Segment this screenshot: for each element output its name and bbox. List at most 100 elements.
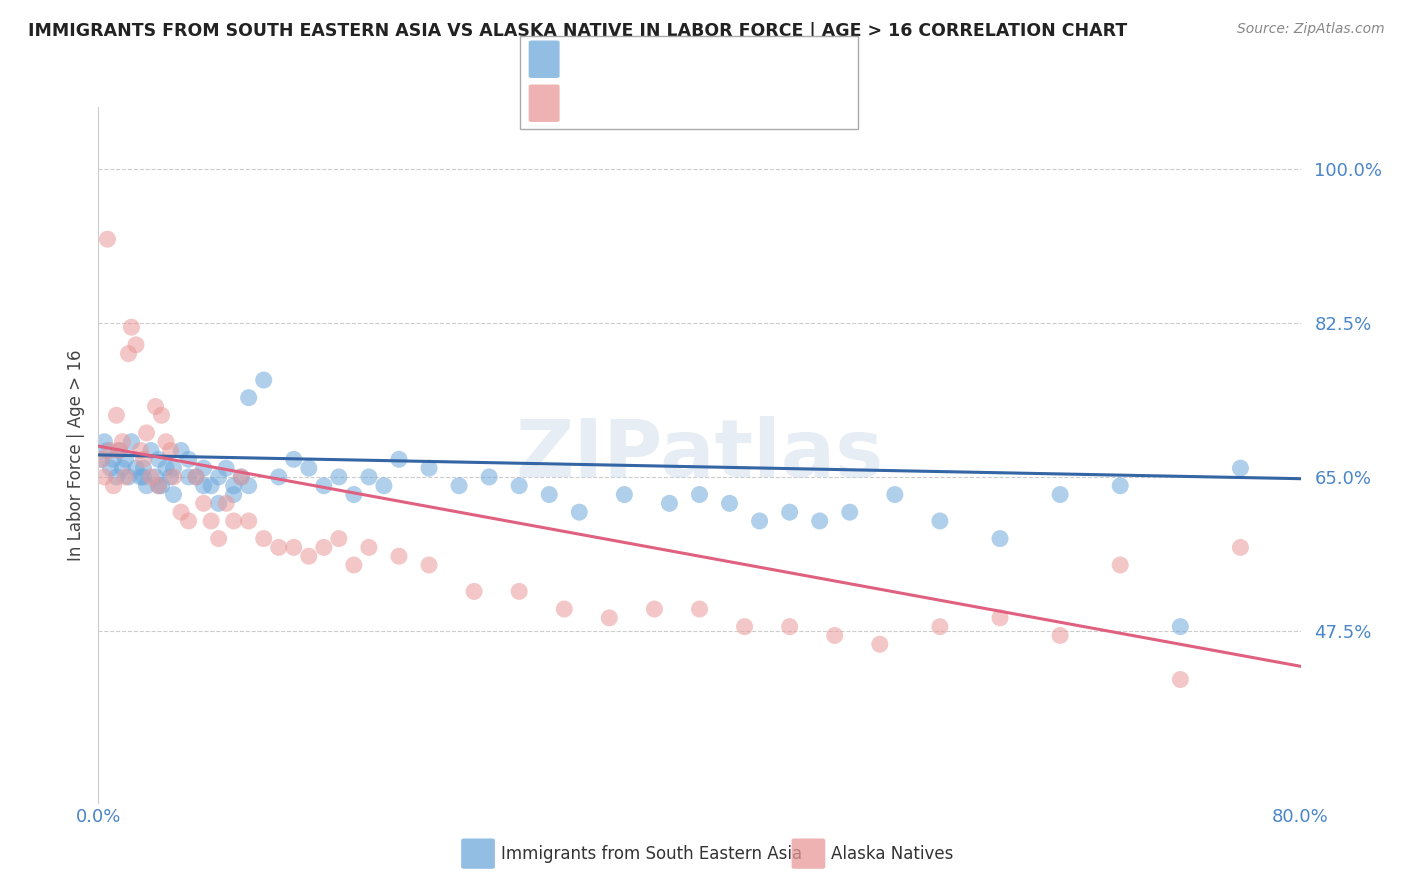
Point <box>238 391 260 405</box>
Point <box>103 479 125 493</box>
Point <box>568 505 591 519</box>
Point <box>184 470 207 484</box>
Point <box>139 470 162 484</box>
Point <box>1170 673 1192 687</box>
Point <box>111 434 134 449</box>
Point <box>145 470 167 484</box>
Point <box>132 452 155 467</box>
Text: -0.178: -0.178 <box>602 48 661 66</box>
Point <box>538 487 561 501</box>
Point <box>150 479 173 493</box>
Point <box>215 496 238 510</box>
Point <box>283 452 305 467</box>
Point <box>1109 479 1132 493</box>
Point <box>838 505 860 519</box>
Point <box>1170 620 1192 634</box>
Point <box>267 541 290 555</box>
Point <box>139 443 162 458</box>
Point <box>117 346 139 360</box>
Point <box>1049 628 1071 642</box>
Point <box>388 549 411 564</box>
Point <box>193 496 215 510</box>
Point <box>177 514 200 528</box>
Point <box>90 452 112 467</box>
Point <box>253 532 276 546</box>
Point <box>208 496 231 510</box>
Point <box>613 487 636 501</box>
Point <box>117 470 139 484</box>
Point <box>929 620 952 634</box>
Point <box>222 479 245 493</box>
Text: R =: R = <box>565 93 602 111</box>
Point <box>125 338 148 352</box>
Point <box>312 541 335 555</box>
Point <box>159 443 181 458</box>
Point <box>343 487 366 501</box>
Point <box>148 452 170 467</box>
Text: ZIPatlas: ZIPatlas <box>516 416 883 494</box>
Point <box>184 470 207 484</box>
Point <box>193 479 215 493</box>
Point <box>132 470 155 484</box>
Point <box>463 584 485 599</box>
Point <box>1049 487 1071 501</box>
Point <box>1109 558 1132 572</box>
Point <box>132 461 155 475</box>
Point <box>231 470 253 484</box>
Point <box>105 409 128 423</box>
Point <box>90 452 112 467</box>
Point <box>129 443 152 458</box>
Text: Source: ZipAtlas.com: Source: ZipAtlas.com <box>1237 22 1385 37</box>
Point <box>177 452 200 467</box>
Point <box>100 461 122 475</box>
Point <box>105 470 128 484</box>
Point <box>643 602 665 616</box>
Point <box>253 373 276 387</box>
Point <box>418 461 440 475</box>
Point <box>93 470 115 484</box>
Point <box>748 514 770 528</box>
Text: N =: N = <box>668 48 704 66</box>
Point <box>883 487 905 501</box>
Text: 71: 71 <box>703 48 725 66</box>
Point <box>155 434 177 449</box>
Text: Immigrants from South Eastern Asia: Immigrants from South Eastern Asia <box>501 845 801 863</box>
Text: R =: R = <box>565 48 602 66</box>
Point <box>193 461 215 475</box>
Point <box>100 443 122 458</box>
Point <box>988 611 1011 625</box>
Text: -0.386: -0.386 <box>602 93 661 111</box>
Point <box>508 479 530 493</box>
Point <box>129 470 152 484</box>
Text: N =: N = <box>668 93 704 111</box>
Point <box>215 461 238 475</box>
Point <box>162 487 184 501</box>
Point <box>267 470 290 484</box>
Point <box>155 461 177 475</box>
Point <box>170 443 193 458</box>
Point <box>93 434 115 449</box>
Point <box>170 505 193 519</box>
Point <box>222 514 245 528</box>
Point <box>658 496 681 510</box>
Point <box>150 409 173 423</box>
Point <box>135 479 157 493</box>
Y-axis label: In Labor Force | Age > 16: In Labor Force | Age > 16 <box>66 349 84 561</box>
Point <box>929 514 952 528</box>
Point <box>145 400 167 414</box>
Point <box>1229 461 1251 475</box>
Point <box>135 425 157 440</box>
Point <box>159 470 181 484</box>
Point <box>200 514 222 528</box>
Point <box>283 541 305 555</box>
Point <box>114 452 136 467</box>
Point <box>598 611 620 625</box>
Point <box>96 443 118 458</box>
Point <box>357 470 380 484</box>
Point <box>734 620 756 634</box>
Point <box>298 549 321 564</box>
Point <box>343 558 366 572</box>
Point <box>357 541 380 555</box>
Text: 58: 58 <box>703 93 725 111</box>
Point <box>208 532 231 546</box>
